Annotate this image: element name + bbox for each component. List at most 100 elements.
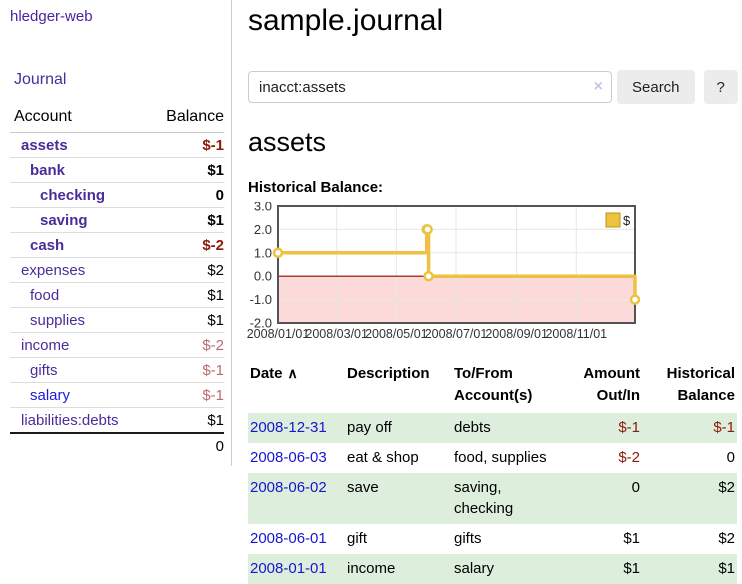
account-heading: assets: [248, 127, 327, 157]
chart-data-point: [272, 247, 284, 259]
transaction-accounts: debts: [452, 412, 560, 443]
accounts-table: Account Balance assets $-1 bank $1 check…: [10, 106, 224, 458]
account-balance: $2: [146, 257, 224, 283]
chart-y-tick-label: -2.0: [250, 316, 272, 331]
chart-y-tick-label: 1.0: [254, 245, 272, 260]
transaction-accounts: salary: [452, 553, 560, 584]
transaction-description: pay off: [345, 412, 452, 443]
account-link-bank[interactable]: bank: [30, 162, 66, 179]
register-row: 2008-06-01 gift gifts $1 $2: [248, 524, 737, 554]
chart-border: [277, 205, 636, 325]
accounts-header-account: Account: [10, 106, 147, 133]
chart-x-tick-label: 2008/07/01: [425, 327, 488, 341]
transaction-amount: 0: [560, 472, 642, 524]
account-balance: $-1: [146, 357, 224, 383]
account-link-supplies[interactable]: supplies: [30, 312, 86, 329]
account-link-expenses[interactable]: expenses: [21, 262, 86, 279]
transaction-date-link[interactable]: 2008-06-01: [250, 529, 327, 547]
legend-label: $: [623, 213, 631, 228]
search-button[interactable]: Search: [617, 70, 695, 104]
chart-heading: Historical Balance:: [248, 179, 384, 197]
account-row: cash $-2: [10, 232, 224, 258]
account-row: food $1: [10, 282, 224, 308]
account-link-liabilities-debts[interactable]: liabilities:debts: [21, 412, 119, 429]
sort-ascending-icon: ∧: [287, 365, 298, 382]
account-row: bank $1: [10, 157, 224, 183]
account-link-assets[interactable]: assets: [21, 137, 68, 154]
account-balance: $-1: [146, 382, 224, 408]
register-header-accounts[interactable]: To/From Account(s): [454, 365, 533, 404]
account-balance: $1: [146, 407, 224, 433]
transaction-balance: $2: [718, 529, 735, 547]
help-button[interactable]: ?: [703, 70, 738, 104]
account-link-cash[interactable]: cash: [30, 237, 65, 254]
account-balance: $-2: [146, 232, 224, 258]
main-content: sample.journal × Search ? assets Histori…: [232, 0, 742, 584]
register-row: 2008-12-31 pay off debts $-1 $-1: [248, 412, 737, 443]
sidebar: hledger-web Journal Account Balance asse…: [0, 0, 232, 466]
register-header-balance[interactable]: Historical Balance: [666, 365, 735, 404]
transaction-description: gift: [347, 529, 368, 547]
account-balance: $1: [146, 307, 224, 333]
account-row: salary $-1: [10, 382, 224, 408]
search-input[interactable]: [248, 71, 612, 103]
transaction-description: eat & shop: [347, 448, 419, 466]
transaction-balance: 0: [726, 448, 735, 466]
account-balance: $1: [146, 207, 224, 233]
account-link-income[interactable]: income: [21, 337, 70, 354]
account-balance: $1: [146, 157, 224, 183]
account-row: liabilities:debts $1: [10, 407, 224, 433]
transaction-balance: $2: [642, 472, 737, 524]
transaction-date-link[interactable]: 2008-06-02: [250, 478, 327, 496]
transaction-amount: $-2: [618, 448, 640, 466]
transaction-description: save: [345, 472, 452, 524]
chart-data-point: [422, 224, 433, 235]
account-link-food[interactable]: food: [30, 287, 60, 304]
chart-y-tick-label: -1.0: [250, 292, 272, 307]
transaction-date-link[interactable]: 2008-01-01: [250, 559, 327, 577]
transaction-balance: $-1: [642, 412, 737, 443]
clear-search-icon[interactable]: ×: [593, 78, 603, 95]
sidebar-item-journal[interactable]: Journal: [14, 71, 67, 88]
page-title: sample.journal: [248, 4, 444, 37]
transaction-date-link[interactable]: 2008-12-31: [250, 418, 327, 436]
transaction-amount: $1: [623, 529, 640, 547]
account-row: assets $-1: [10, 133, 224, 158]
chart-data-point: [629, 294, 641, 305]
account-balance: $-1: [202, 137, 224, 154]
chart-y-tick-label: 3.0: [254, 202, 272, 214]
accounts-header-balance: Balance: [146, 106, 224, 133]
account-row: checking 0: [10, 182, 224, 208]
chart-x-tick-label: 2008/01/01: [247, 327, 310, 341]
register-table: Date ∧ Description To/From Account(s) Amo…: [248, 361, 737, 584]
account-row: income $-2: [10, 332, 224, 358]
chart-x-tick-label: 2008/03/01: [305, 327, 368, 341]
account-link-saving[interactable]: saving: [40, 212, 88, 229]
account-link-gifts[interactable]: gifts: [30, 362, 58, 379]
chart-y-tick-label: 2.0: [254, 222, 272, 237]
register-row: 2008-06-03 eat & shop food, supplies $-2…: [248, 443, 737, 473]
transaction-date-link[interactable]: 2008-06-03: [250, 448, 327, 466]
search-form: × Search ?: [248, 70, 742, 104]
register-header-amount[interactable]: Amount Out/In: [583, 365, 640, 404]
account-row: supplies $1: [10, 307, 224, 333]
chart-x-tick-label: 2008/11/01: [545, 327, 607, 341]
chart-x-tick-label: 2008/09/01: [485, 327, 548, 341]
register-header-date[interactable]: Date ∧: [250, 365, 298, 383]
account-row: expenses $2: [10, 257, 224, 283]
historical-balance-chart: 3.0 2.0 1.0 0.0 -1.0 -2.02008/01/012008/03/01…: [247, 202, 641, 341]
account-row: gifts $-1: [10, 357, 224, 383]
register-header-description[interactable]: Description: [347, 365, 430, 383]
accounts-total-row: 0: [10, 432, 224, 458]
transaction-description: income: [345, 553, 452, 584]
chart-y-tick-label: 0.0: [254, 269, 272, 284]
account-link-checking[interactable]: checking: [40, 187, 106, 204]
account-row: saving $1: [10, 207, 224, 233]
transaction-amount: $1: [560, 553, 642, 584]
account-link-salary[interactable]: salary: [30, 387, 71, 404]
transaction-balance: $1: [642, 553, 737, 584]
legend-swatch: [605, 212, 621, 228]
chart-x-tick-label: 2008/05/01: [365, 327, 428, 341]
transaction-accounts: food, supplies: [454, 448, 547, 466]
app-title-link[interactable]: hledger-web: [10, 8, 93, 25]
